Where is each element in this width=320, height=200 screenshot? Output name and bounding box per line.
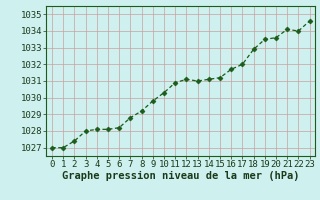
X-axis label: Graphe pression niveau de la mer (hPa): Graphe pression niveau de la mer (hPa) [62,171,300,181]
